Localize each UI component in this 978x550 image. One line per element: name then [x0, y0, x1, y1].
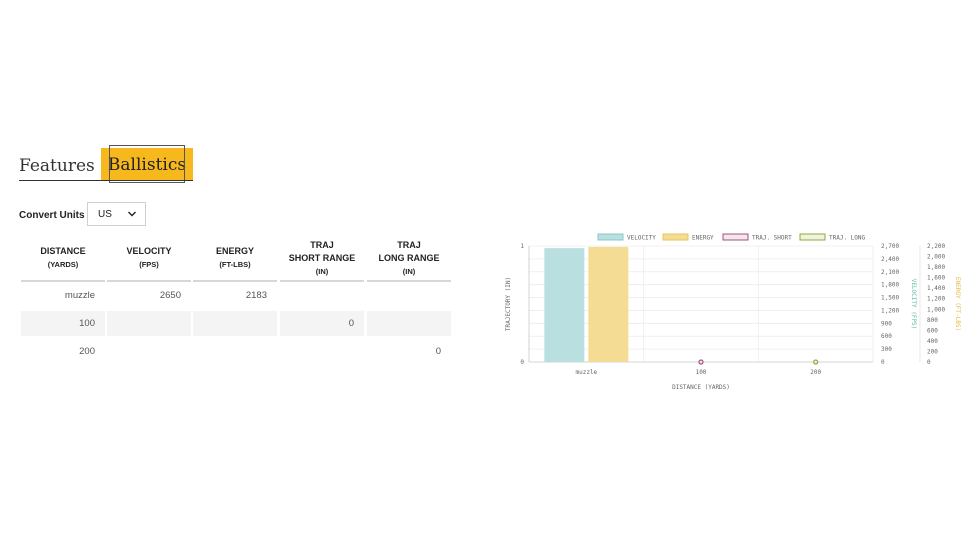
cell-velocity: 2650	[159, 290, 181, 301]
units-select[interactable]: US	[87, 202, 146, 226]
header-velocity: VELOCITY (FPS)	[107, 236, 191, 282]
category-label: 100	[696, 369, 707, 376]
table-header: DISTANCE (YARDS) VELOCITY (FPS) ENERGY (FT-…	[21, 236, 451, 282]
velocity-axis-title: VELOCITY (FPS)	[910, 279, 917, 330]
energy-tick-label: 600	[927, 327, 938, 334]
cell-velocity	[107, 311, 191, 336]
header-traj-long: TRAJ LONG RANGE (IN)	[367, 236, 451, 282]
energy-tick-label: 200	[927, 348, 938, 355]
ballistics-chart: 0 1 TRAJECTORY (IN) 0 300 600 900 1,200 1,500 1,8…	[500, 228, 970, 398]
cell-distance: 200	[79, 346, 95, 357]
cell-traj-short: 0	[280, 311, 364, 336]
tabs-underline	[19, 180, 193, 181]
tab-ballistics[interactable]: Ballistics	[101, 145, 193, 183]
table-row: 200 0	[21, 338, 451, 366]
cell-energy	[193, 339, 277, 364]
category-label: muzzle	[575, 369, 597, 376]
energy-tick-label: 1,200	[927, 296, 945, 303]
velocity-tick-label: 300	[881, 346, 892, 353]
energy-tick-label: 2,200	[927, 243, 945, 250]
velocity-tick-label: 1,200	[881, 307, 899, 314]
velocity-tick-label: 1,500	[881, 295, 899, 302]
velocity-tick-label: 900	[881, 320, 892, 327]
focus-outline	[109, 145, 185, 183]
velocity-tick-label: 2,700	[881, 243, 899, 250]
velocity-tick-label: 1,800	[881, 282, 899, 289]
chevron-down-icon	[128, 211, 136, 217]
cell-traj-long	[367, 283, 451, 308]
header-distance: DISTANCE (YARDS)	[21, 236, 105, 282]
cell-traj-long	[367, 311, 451, 336]
energy-tick-label: 1,400	[927, 285, 945, 292]
table-row: 100 0	[21, 310, 451, 338]
chart-svg: 0 1 TRAJECTORY (IN) 0 300 600 900 1,200 1,500 1,8…	[505, 233, 961, 391]
trajectory-axis-title: TRAJECTORY (IN)	[505, 277, 512, 331]
chart-bar-velocity	[544, 248, 585, 362]
energy-tick-label: 400	[927, 338, 938, 345]
energy-axis-title: ENERGY (FT-LBS)	[954, 277, 961, 331]
units-select-value: US	[98, 208, 112, 220]
velocity-tick-label: 0	[881, 359, 885, 366]
tab-bar: Features Ballistics	[19, 145, 193, 183]
cell-traj-short	[280, 339, 364, 364]
header-traj-short: TRAJ SHORT RANGE (IN)	[280, 236, 364, 282]
chart-point-traj-long	[813, 359, 819, 365]
legend-label: TRAJ. LONG	[829, 235, 866, 242]
legend-swatch	[799, 233, 826, 241]
legend-label: TRAJ. SHORT	[752, 235, 792, 242]
convert-units: Convert Units US	[19, 202, 146, 228]
chart-bar-energy	[588, 246, 629, 362]
header-energy: ENERGY (FT-LBS)	[193, 236, 277, 282]
chart-point-traj-short	[698, 359, 704, 365]
energy-tick-label: 1,800	[927, 264, 945, 271]
category-label: 200	[810, 369, 821, 376]
tab-ballistics-label: Ballistics	[107, 154, 187, 175]
trajectory-tick-label: 1	[520, 243, 524, 250]
cell-traj-short	[280, 283, 364, 308]
legend-swatch	[597, 233, 624, 241]
convert-units-label: Convert Units	[19, 209, 85, 221]
trajectory-tick-label: 0	[520, 359, 524, 366]
cell-energy	[193, 311, 277, 336]
cell-energy: 2183	[245, 290, 267, 301]
velocity-tick-label: 2,400	[881, 256, 899, 263]
energy-tick-label: 0	[927, 359, 931, 366]
energy-tick-label: 800	[927, 317, 938, 324]
legend-swatch	[662, 233, 689, 241]
cell-traj-long: 0	[435, 346, 441, 357]
cell-distance: muzzle	[64, 290, 95, 301]
energy-tick-label: 1,000	[927, 306, 945, 313]
velocity-tick-label: 600	[881, 333, 892, 340]
energy-tick-label: 2,000	[927, 254, 945, 261]
velocity-tick-label: 2,100	[881, 269, 899, 276]
cell-distance: 100	[21, 311, 105, 336]
legend-label: VELOCITY	[627, 235, 656, 242]
ballistics-table: DISTANCE (YARDS) VELOCITY (FPS) ENERGY (FT-…	[21, 236, 451, 366]
energy-tick-label: 1,600	[927, 275, 945, 282]
table-row: muzzle 2650 2183	[21, 282, 451, 310]
x-axis-title: DISTANCE (YARDS)	[672, 384, 730, 391]
cell-velocity	[107, 339, 191, 364]
legend-swatch	[722, 233, 749, 241]
legend-label: ENERGY	[692, 235, 714, 242]
tab-features[interactable]: Features	[19, 156, 95, 176]
